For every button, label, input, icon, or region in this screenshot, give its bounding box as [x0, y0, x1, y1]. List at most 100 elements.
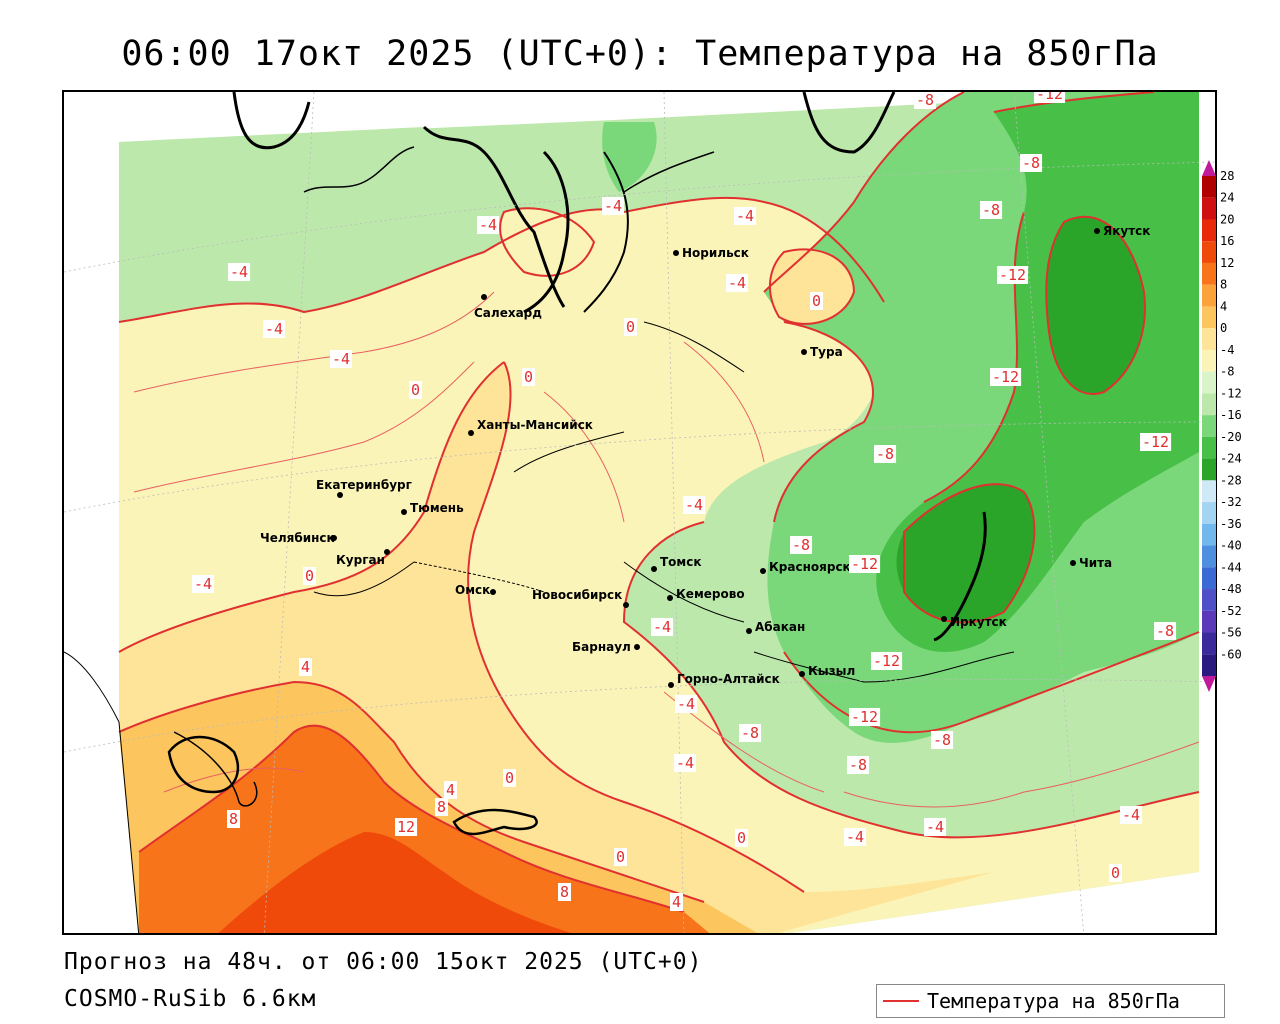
svg-text:0: 0: [411, 381, 420, 399]
svg-text:Томск: Томск: [660, 555, 702, 569]
colorbar-tick-label: 16: [1220, 234, 1234, 248]
contour-label-bg: [1154, 622, 1177, 640]
contour-label-bg: [810, 292, 824, 310]
contour-label-bg: [192, 575, 215, 593]
svg-text:12: 12: [397, 818, 415, 836]
contour-label-bg: [997, 266, 1029, 284]
svg-text:Тюмень: Тюмень: [410, 501, 464, 515]
svg-text:Иркутск: Иркутск: [950, 615, 1007, 629]
svg-text:0: 0: [737, 829, 746, 847]
svg-text:Горно-Алтайск: Горно-Алтайск: [677, 672, 780, 686]
contour-label-bg: [299, 658, 313, 676]
svg-text:-8: -8: [876, 445, 894, 463]
contour-label-bg: [990, 368, 1022, 386]
svg-text:-4: -4: [265, 320, 283, 338]
city-tomsk: Томск: [651, 555, 702, 572]
svg-text:-4: -4: [728, 274, 746, 292]
contour-label-bg: [444, 781, 458, 799]
svg-text:Кызыл: Кызыл: [808, 664, 855, 678]
colorbar-swatch: [1202, 458, 1216, 481]
svg-text:Челябинск: Челябинск: [260, 531, 335, 545]
city-chita: Чита: [1070, 556, 1112, 570]
forecast-info: Прогноз на 48ч. от 06:00 15окт 2025 (UTC…: [64, 949, 703, 975]
colorbar-tick-label: 0: [1220, 321, 1227, 335]
colorbar-swatch: [1202, 262, 1216, 285]
city-tyumen: Тюмень: [401, 501, 464, 515]
svg-text:-8: -8: [849, 756, 867, 774]
colorbar-tick-label: -56: [1220, 626, 1242, 640]
contour-label-bg: [790, 536, 813, 554]
contour-label-bg: [735, 829, 749, 847]
contour-label-bg: [683, 496, 706, 514]
svg-text:-4: -4: [736, 207, 754, 225]
city-krasnoyarsk: Красноярск: [760, 560, 851, 574]
svg-text:-12: -12: [992, 368, 1019, 386]
svg-text:-4: -4: [332, 350, 350, 368]
chart-title: 06:00 17окт 2025 (UTC+0): Температура на…: [121, 34, 1159, 74]
graticule: [64, 92, 1215, 933]
colorbar-tick-label: -16: [1220, 408, 1242, 422]
svg-text:Красноярск: Красноярск: [769, 560, 851, 574]
svg-text:8: 8: [229, 810, 238, 828]
contour-label-bg: [734, 207, 757, 225]
svg-text:-12: -12: [851, 708, 878, 726]
svg-text:-4: -4: [677, 695, 695, 713]
contour-label-bg: [330, 350, 353, 368]
contour-label-bg: [1140, 433, 1172, 451]
svg-text:-12: -12: [873, 652, 900, 670]
model-name: COSMO-RuSib 6.6км: [64, 986, 317, 1012]
city-khanty-mansiysk: Ханты-Мансийск: [468, 418, 593, 436]
city-yekaterinburg: Екатеринбург: [316, 478, 412, 498]
svg-text:Новосибирск: Новосибирск: [532, 588, 622, 602]
colorbar-swatch: [1202, 371, 1216, 394]
colorbar-tick-label: -48: [1220, 582, 1242, 596]
colorbar-swatch: [1202, 610, 1216, 633]
svg-text:-4: -4: [676, 754, 694, 772]
contour-label-bg: [624, 318, 638, 336]
temperature-map: Якутск Норильск Салехард Тура Ханты-Манс…: [64, 92, 1215, 933]
contour-label-bg: [614, 848, 628, 866]
colorbar-tick-label: 28: [1220, 169, 1234, 183]
svg-text:Барнаул: Барнаул: [572, 640, 631, 654]
colorbar-swatch: [1202, 502, 1216, 524]
contour-label-bg: [477, 216, 500, 234]
city-markers: Якутск Норильск Салехард Тура Ханты-Манс…: [260, 224, 1150, 688]
colorbar-swatch: [1202, 480, 1216, 503]
temperature-field: [119, 92, 1199, 933]
contour-label-bg: [980, 201, 1003, 219]
svg-text:-4: -4: [926, 818, 944, 836]
colorbar-tick-label: 8: [1220, 278, 1227, 292]
svg-text:Кемерово: Кемерово: [676, 587, 745, 601]
svg-text:0: 0: [305, 567, 314, 585]
legend-label: Температура на 850гПа: [927, 989, 1180, 1013]
colorbar-swatch: [1202, 415, 1216, 437]
contour-label-bg: [670, 893, 684, 911]
colorbar-swatch: [1202, 197, 1216, 220]
svg-text:-12: -12: [1142, 433, 1169, 451]
svg-text:4: 4: [672, 893, 681, 911]
svg-text:0: 0: [524, 368, 533, 386]
svg-text:Курган: Курган: [336, 553, 385, 567]
svg-text:8: 8: [560, 883, 569, 901]
city-chelyabinsk: Челябинск: [260, 531, 337, 545]
svg-text:-12: -12: [851, 555, 878, 573]
svg-text:-8: -8: [933, 731, 951, 749]
map-legend: Температура на 850гПа: [876, 984, 1225, 1018]
city-gorno-altaysk: Горно-Алтайск: [668, 672, 780, 688]
svg-text:-4: -4: [479, 216, 497, 234]
colorbar-tick-label: -4: [1220, 343, 1234, 357]
svg-text:-8: -8: [1022, 154, 1040, 172]
city-yakutsk: Якутск: [1094, 224, 1150, 238]
colorbar-tick-label: 24: [1220, 191, 1234, 205]
city-abakan: Абакан: [746, 620, 805, 634]
geography-outlines: [64, 92, 1015, 933]
colorbar-tick-label: -44: [1220, 560, 1242, 574]
colorbar-tick-label: 4: [1220, 299, 1227, 313]
contour-label-bg: [602, 197, 625, 215]
colorbar-swatch: [1202, 567, 1216, 590]
contour-label-bg: [303, 567, 317, 585]
colorbar-swatch: [1202, 589, 1216, 611]
city-kyzyl: Кызыл: [799, 664, 855, 678]
contour-label-bg: [674, 754, 697, 772]
colorbar-top-arrow: [1202, 160, 1216, 176]
